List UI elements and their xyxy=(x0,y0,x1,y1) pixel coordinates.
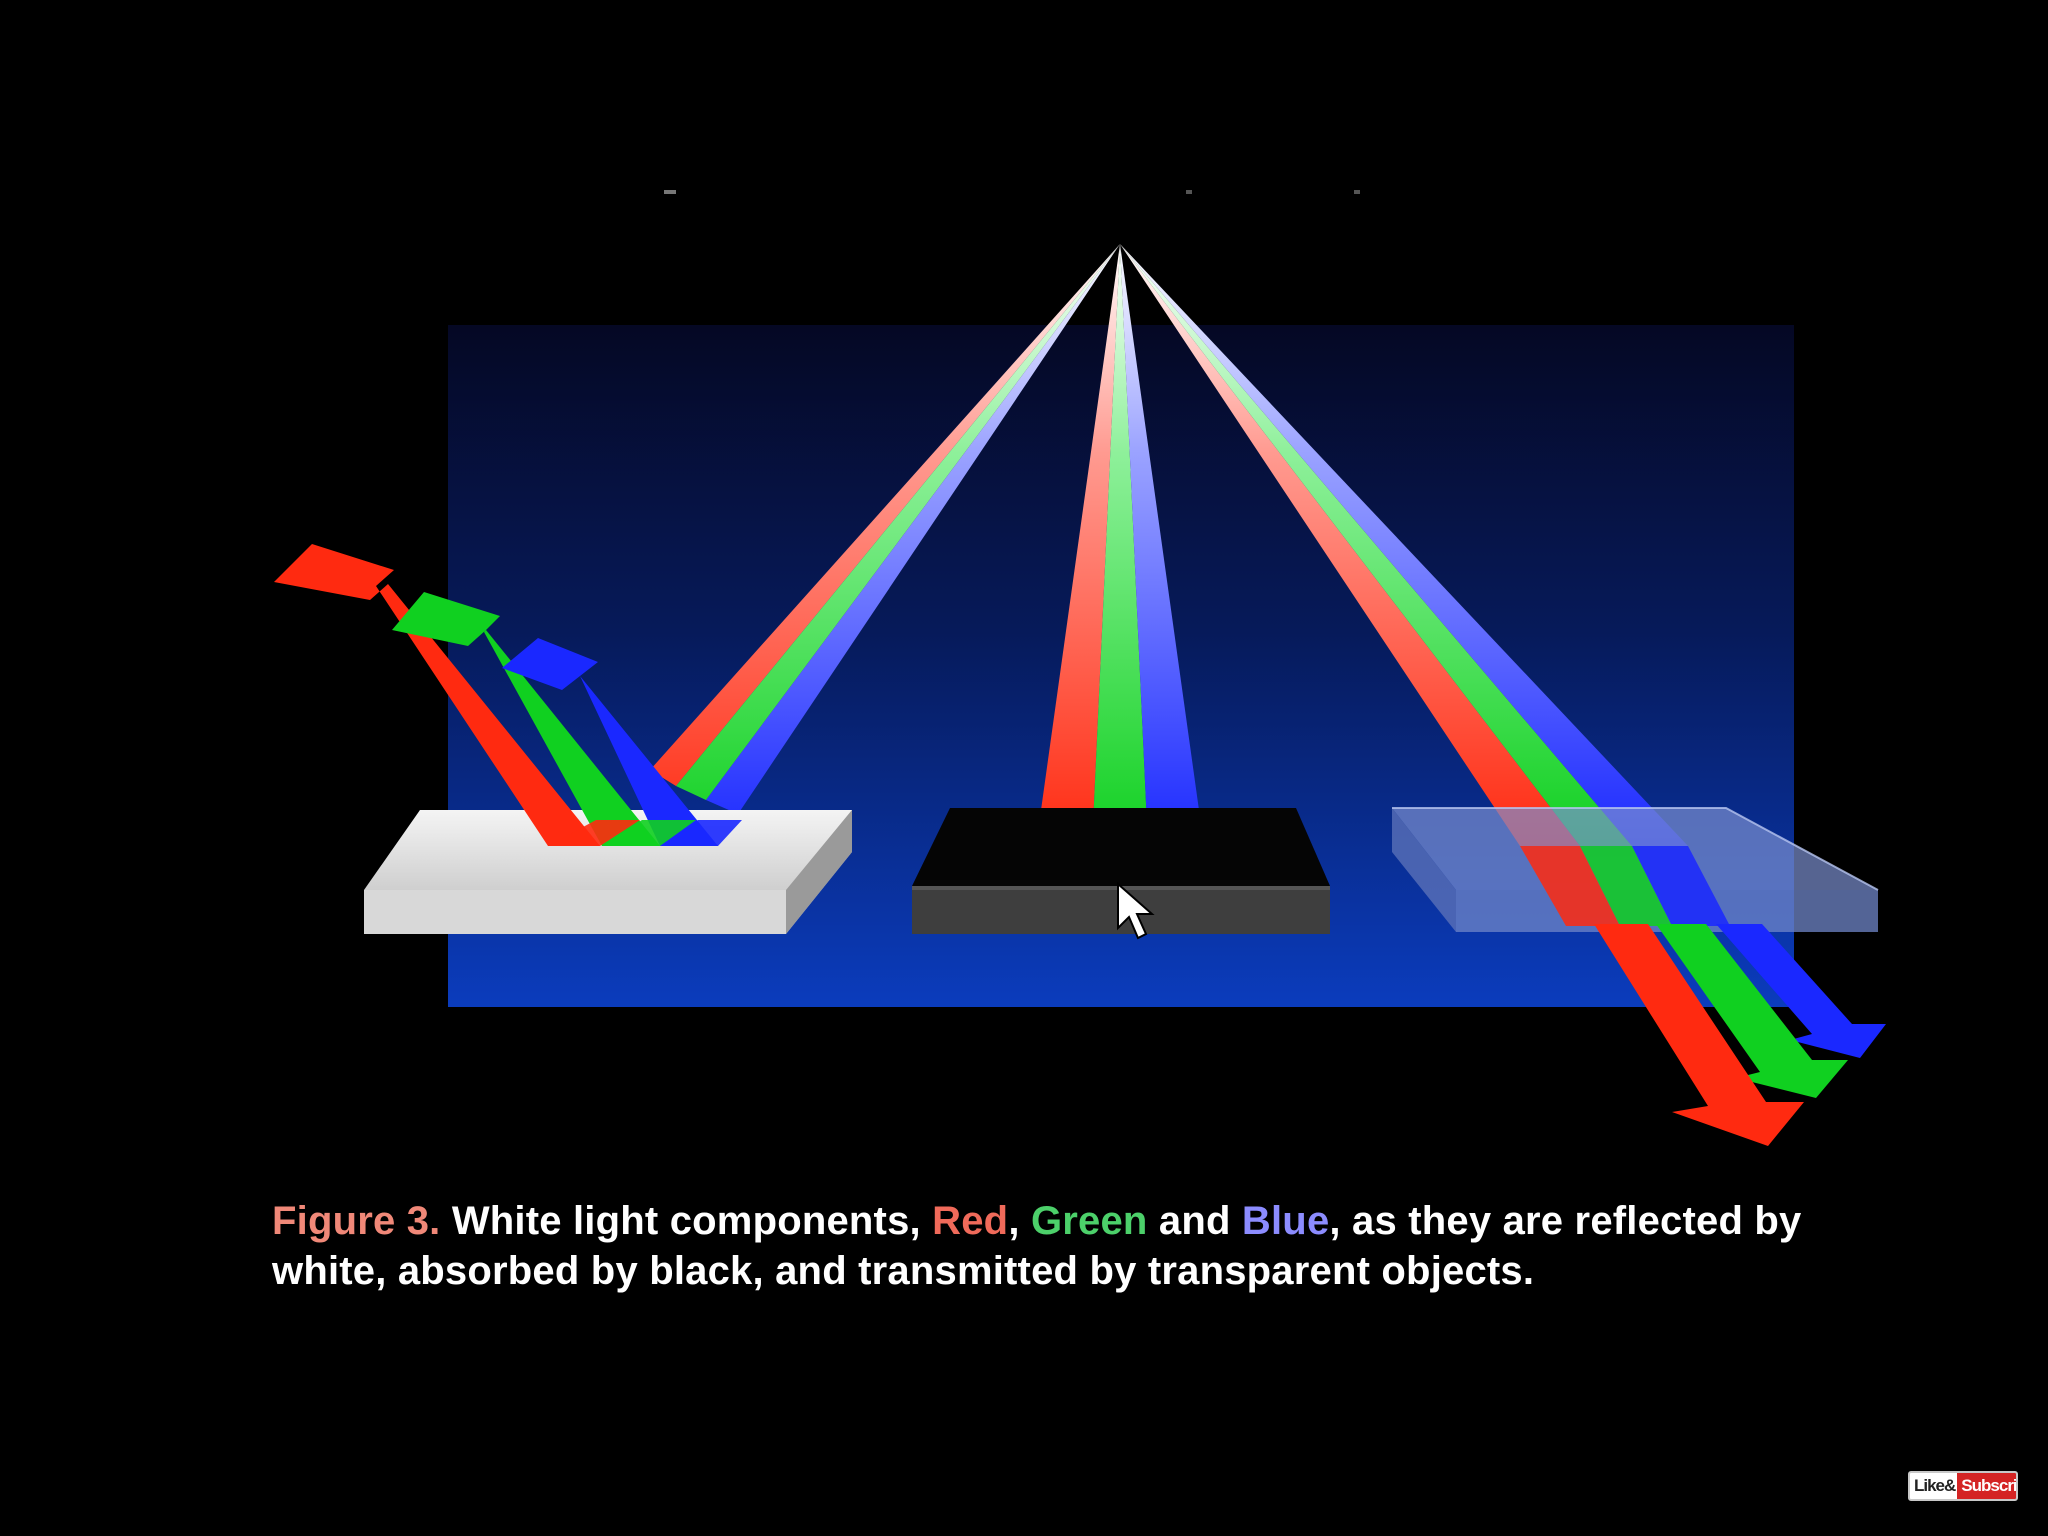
caption-green-word: Green xyxy=(1030,1199,1148,1243)
like-subscribe-badge[interactable]: Like& Subscribe xyxy=(1908,1471,2018,1501)
transmitted-blue-arrow xyxy=(1700,924,1886,1058)
beams-inside-transparent xyxy=(1520,846,1730,926)
beam-blue-left xyxy=(706,244,1120,814)
caption-text-1: White light components, xyxy=(440,1199,933,1243)
badge-subscribe-text: Subscribe xyxy=(1957,1473,2016,1499)
beam-blue-right xyxy=(1120,244,1688,846)
beam-blue-center xyxy=(1120,244,1204,846)
reflected-blue-arrow xyxy=(502,638,718,846)
caption-sep-2: and xyxy=(1147,1199,1242,1243)
caption-text-2: , as they are reflected by white, absorb… xyxy=(272,1199,1802,1293)
beam-green-left xyxy=(676,244,1120,800)
caption-blue-word: Blue xyxy=(1241,1199,1330,1243)
reflected-red-arrow xyxy=(274,544,600,846)
white-block xyxy=(364,810,852,934)
transmitted-green-arrow xyxy=(1642,924,1848,1098)
transmitted-arrows xyxy=(1580,924,1886,1146)
beams-to-black-block xyxy=(1036,244,1204,846)
transmitted-red-arrow xyxy=(1580,924,1804,1146)
reflected-arrows xyxy=(274,544,718,846)
badge-like-text: Like& xyxy=(1914,1476,1956,1495)
beams-to-transparent-block xyxy=(1120,244,1688,846)
beam-green-center xyxy=(1092,244,1148,846)
caption-sep-1: , xyxy=(1008,1199,1031,1243)
mouse-pointer-icon xyxy=(1117,881,1155,940)
beam-red-left xyxy=(650,244,1120,786)
caption-figure-label: Figure 3. xyxy=(272,1199,441,1243)
beams-to-white-block xyxy=(650,244,1120,814)
caption-red-word: Red xyxy=(932,1199,1009,1243)
figure-caption: Figure 3. White light components, Red, G… xyxy=(272,1196,1912,1296)
reflected-green-arrow xyxy=(392,592,660,846)
